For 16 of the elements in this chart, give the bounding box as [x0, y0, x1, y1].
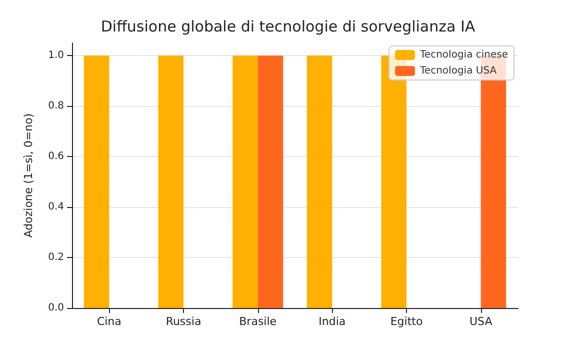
- legend-label: Tecnologia cinese: [419, 50, 508, 60]
- legend-label: Tecnologia USA: [419, 66, 497, 76]
- x-tick-label: Brasile: [239, 315, 277, 328]
- x-tick-label: Cina: [96, 315, 122, 328]
- y-tick-label: 0.2: [48, 252, 64, 264]
- x-tick-label: USA: [469, 315, 493, 328]
- x-tick-label: Egitto: [390, 315, 423, 328]
- x-tick-label: Russia: [166, 315, 202, 328]
- y-tick-label: 1.0: [48, 50, 64, 62]
- y-tick-label: 0.0: [48, 302, 64, 314]
- y-tick-label: 0.4: [48, 202, 64, 213]
- x-tick-label: India: [318, 315, 346, 328]
- y-tick-label: 0.8: [48, 100, 64, 112]
- y-axis-title: Adozione (1=sì, 0=no): [22, 113, 35, 238]
- y-tick-label: 0.6: [48, 151, 64, 162]
- chart-title: Diffusione globale di tecnologie di sorveglianza IA: [100, 18, 476, 36]
